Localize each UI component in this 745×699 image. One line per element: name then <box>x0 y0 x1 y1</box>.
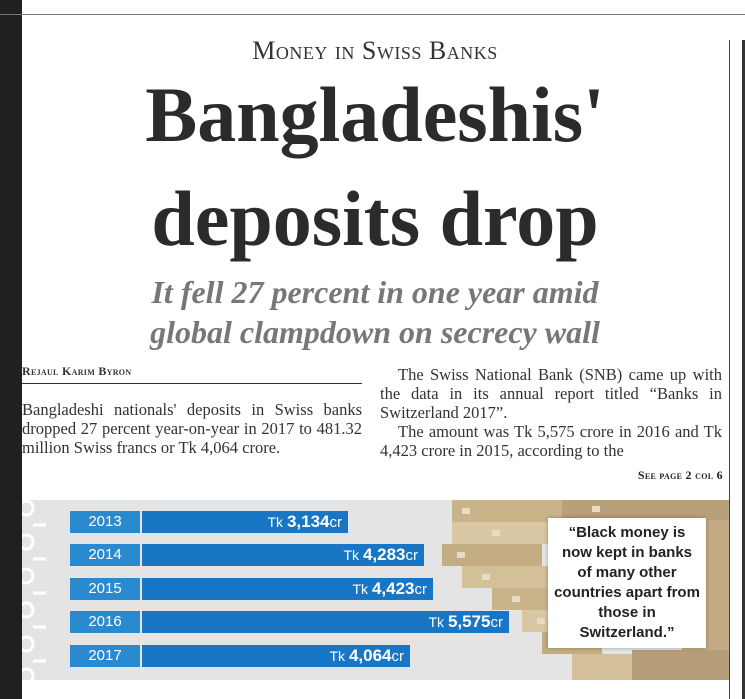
year-label-2015: 2015 <box>70 578 140 600</box>
bar-2014: Tk 4,283cr <box>142 544 424 566</box>
year-label-2014: 2014 <box>70 544 140 566</box>
bar-2013: Tk 3,134cr <box>142 511 348 533</box>
chain-decoration <box>22 500 46 680</box>
top-rule <box>0 14 745 15</box>
deck-line-1: It fell 27 percent in one year amid <box>151 274 599 310</box>
body-column-1: Bangladeshi nationals' deposits in Swiss… <box>22 400 362 457</box>
year-label-2013: 2013 <box>70 511 140 533</box>
data-label-2014: Tk 4,283cr <box>343 545 419 564</box>
data-label-2016: Tk 5,575cr <box>428 612 504 631</box>
data-label-2017: Tk 4,064cr <box>329 646 405 665</box>
pull-quote-text: “Black money is now kept in banks of man… <box>554 524 700 641</box>
left-margin-band <box>0 0 22 699</box>
byline-rule <box>22 383 362 384</box>
body-paragraph: The Swiss National Bank (SNB) came up wi… <box>380 365 722 422</box>
body-column-2: The Swiss National Bank (SNB) came up wi… <box>380 365 722 460</box>
data-label-2015: Tk 4,423cr <box>352 579 428 598</box>
year-label-2017: 2017 <box>70 645 140 667</box>
jump-line: See page 2 col 6 <box>637 468 723 482</box>
bar-2015: Tk 4,423cr <box>142 578 433 600</box>
bottom-margin <box>22 680 729 699</box>
bar-2017: Tk 4,064cr <box>142 645 410 667</box>
deck-line-2: global clampdown on secrecy wall <box>150 314 600 350</box>
kicker: Money in Swiss Banks <box>252 36 498 65</box>
bar-2016: Tk 5,575cr <box>142 611 509 633</box>
headline-line-1: Bangladeshis' <box>145 71 605 158</box>
right-edge-band <box>742 40 745 699</box>
deposits-chart-graphic: 2013 Tk 3,134cr 2014 Tk 4,283cr 2015 Tk 4,423… <box>22 500 729 680</box>
column-rule <box>729 40 730 699</box>
year-label-2016: 2016 <box>70 611 140 633</box>
headline-line-2: deposits drop <box>151 175 599 262</box>
pull-quote: “Black money is now kept in banks of man… <box>548 518 706 648</box>
body-paragraph: The amount was Tk 5,575 crore in 2016 an… <box>380 422 722 460</box>
data-label-2013: Tk 3,134cr <box>267 512 343 531</box>
byline: Rejaul Karim Byron <box>22 364 132 378</box>
